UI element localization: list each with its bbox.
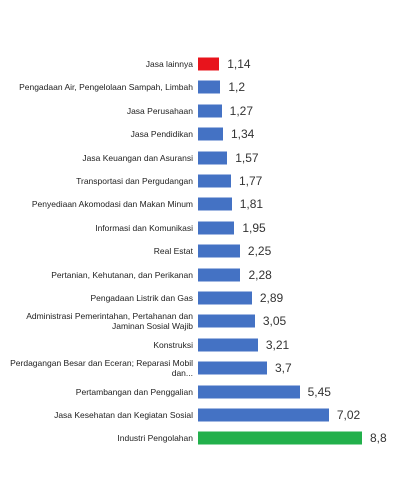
bar: [198, 174, 231, 188]
bar: [198, 197, 232, 211]
category-label: Penyediaan Akomodasi dan Makan Minum: [31, 199, 193, 210]
value-label: 3,21: [265, 337, 290, 352]
value-label: 1,34: [230, 127, 255, 142]
value-label: 1,95: [242, 220, 266, 235]
category-label: Jasa Perusahaan: [126, 105, 193, 116]
bar: [198, 338, 258, 352]
bar: [198, 80, 221, 94]
category-label: Perdagangan Besar dan Eceran; Reparasi M…: [10, 358, 193, 379]
bar: [198, 431, 362, 445]
bar: [198, 385, 300, 399]
category-label: Pengadaan Listrik dan Gas: [90, 293, 193, 303]
value-label: 7,02: [336, 408, 361, 422]
bar: [198, 314, 255, 328]
category-label: Transportasi dan Pergudangan: [76, 176, 193, 186]
value-label: 1,14: [227, 57, 251, 71]
category-label: Real Estat: [153, 246, 193, 257]
bar: [198, 408, 329, 422]
value-label: 2,28: [248, 267, 272, 282]
value-label: 1,27: [229, 103, 254, 118]
value-label: 1,2: [228, 80, 246, 95]
value-label: 3,7: [274, 361, 292, 376]
category-label: Jasa Kesehatan dan Kegiatan Sosial: [54, 410, 193, 420]
value-label: 8,8: [370, 431, 387, 446]
value-label: 2,25: [247, 244, 272, 259]
value-label: 1,57: [235, 150, 259, 165]
bar: [198, 104, 222, 118]
category-label: Administrasi Pemerintahan, Pertahanan da…: [26, 311, 193, 332]
bar: [198, 221, 235, 235]
value-label: 3,05: [262, 314, 287, 329]
bar: [198, 57, 220, 71]
category-label: Jasa Keuangan dan Asuransi: [82, 152, 193, 163]
category-label: Pengadaan Air, Pengelolaan Sampah, Limba…: [19, 82, 193, 93]
value-label: 1,77: [238, 174, 263, 188]
category-label: Industri Pengolahan: [117, 433, 193, 444]
value-label: 2,89: [259, 291, 284, 305]
category-label: Informasi dan Komunikasi: [95, 222, 193, 233]
bar: [198, 291, 252, 305]
category-label: Pertambangan dan Penggalian: [75, 386, 193, 397]
bar: [198, 127, 223, 141]
bar: [198, 361, 267, 375]
category-label: Pertanian, Kehutanan, dan Perikanan: [51, 269, 193, 280]
value-label: 1,81: [239, 197, 264, 212]
bar: [198, 268, 241, 282]
category-label: Jasa lainnya: [145, 59, 193, 69]
bar: [198, 244, 240, 258]
category-label: Konstruksi: [153, 339, 193, 350]
bar: [198, 151, 228, 165]
category-label: Jasa Pendidikan: [130, 129, 193, 140]
value-label: 5,45: [307, 384, 331, 399]
